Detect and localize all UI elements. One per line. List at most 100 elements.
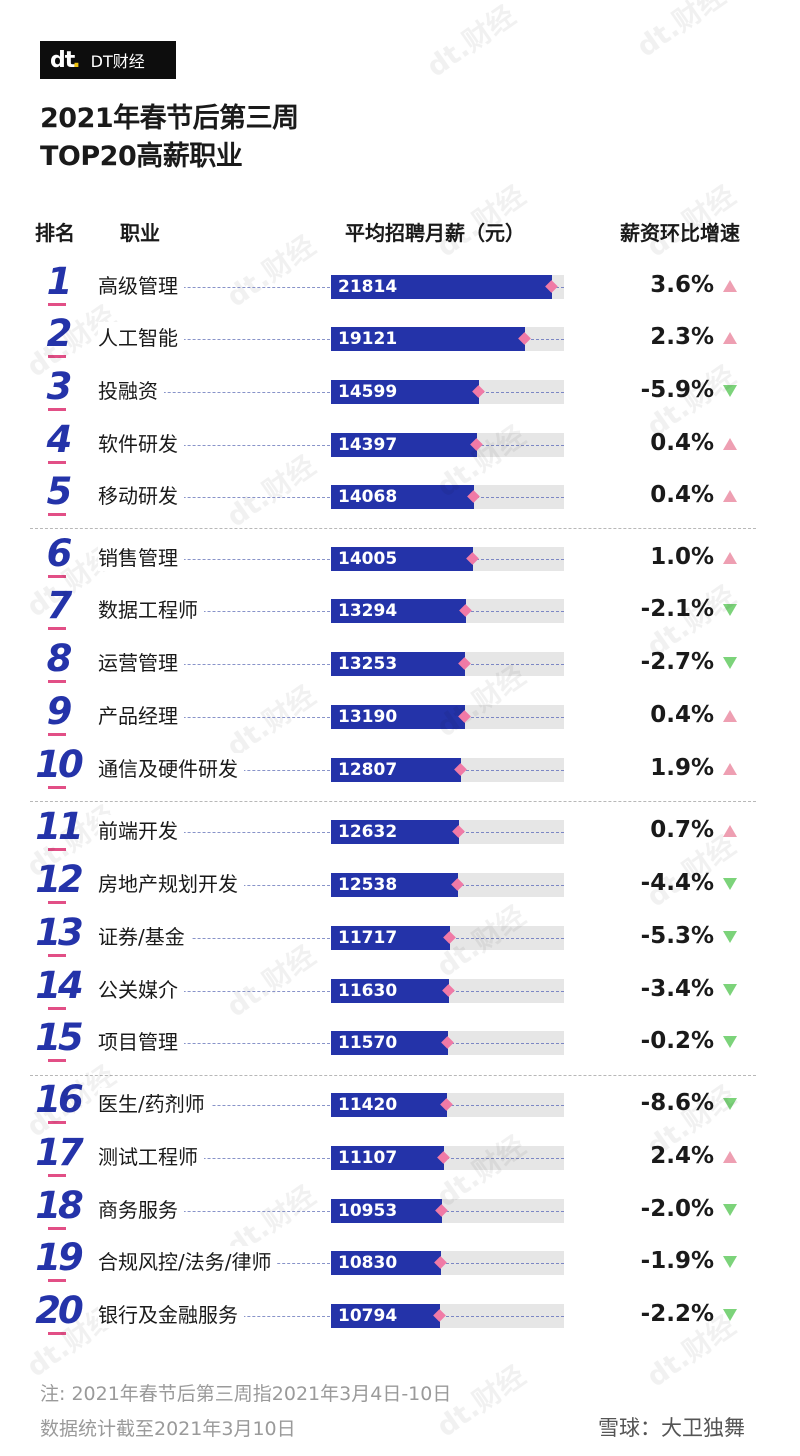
chart-row: 2 人工智能 19121 2.3% [0, 312, 800, 366]
salary-value: 10830 [338, 1253, 398, 1273]
note-line-2: 数据统计截至2021年3月10日 [40, 1418, 296, 1440]
chart-row: 17 测试工程师 11107 2.4% [0, 1131, 800, 1185]
leader-line [98, 497, 330, 498]
job-label: 高级管理 [98, 270, 184, 299]
salary-value: 11570 [338, 1033, 398, 1053]
bar-track-guide [331, 1211, 564, 1212]
job-label: 前端开发 [98, 815, 184, 844]
arrow-up-icon [723, 710, 737, 722]
rank-underline [48, 355, 66, 358]
leader-line [98, 611, 330, 612]
salary-value: 10953 [338, 1201, 398, 1221]
salary-bar [331, 758, 461, 782]
rank-number: 1 [46, 260, 73, 303]
change-percent: 3.6% [650, 272, 714, 298]
arrow-down-icon [723, 984, 737, 996]
change-percent: 0.7% [650, 817, 714, 843]
brand-logo: dt. DT财经 [40, 41, 176, 79]
change-percent: 0.4% [650, 430, 714, 456]
arrow-down-icon [723, 657, 737, 669]
leader-line [98, 717, 330, 718]
salary-bar [331, 485, 474, 509]
rank-underline [48, 303, 66, 306]
salary-bar [331, 873, 458, 897]
rank-underline [48, 1332, 66, 1335]
change-percent: -2.1% [640, 596, 714, 622]
rank-number: 2 [46, 312, 73, 355]
salary-bar [331, 652, 465, 676]
arrow-down-icon [723, 1098, 737, 1110]
leader-line [98, 339, 330, 340]
leader-line [98, 664, 330, 665]
arrow-down-icon [723, 1256, 737, 1268]
chart-row: 5 移动研发 14068 0.4% [0, 470, 800, 524]
job-label: 房地产规划开发 [98, 868, 244, 897]
job-label: 移动研发 [98, 480, 184, 509]
change-percent: 2.3% [650, 324, 714, 350]
salary-bar [331, 275, 552, 299]
brand-dot: . [72, 47, 81, 73]
job-label: 银行及金融服务 [98, 1299, 244, 1328]
salary-value: 13190 [338, 707, 398, 727]
salary-bar [331, 380, 479, 404]
salary-value: 12538 [338, 875, 398, 895]
rank-underline [48, 680, 66, 683]
salary-value: 12807 [338, 760, 398, 780]
salary-value: 14068 [338, 487, 398, 507]
arrow-down-icon [723, 1036, 737, 1048]
arrow-down-icon [723, 385, 737, 397]
salary-bar [331, 1093, 447, 1117]
salary-value: 14599 [338, 382, 398, 402]
arrow-up-icon [723, 552, 737, 564]
salary-bar [331, 705, 465, 729]
salary-value: 13253 [338, 654, 398, 674]
arrow-down-icon [723, 1204, 737, 1216]
rank-underline [48, 954, 66, 957]
salary-value: 10794 [338, 1306, 398, 1326]
chart-row: 14 公关媒介 11630 -3.4% [0, 964, 800, 1018]
change-percent: -4.4% [640, 870, 714, 896]
arrow-up-icon [723, 1151, 737, 1163]
salary-bar [331, 599, 466, 623]
job-label: 合规风控/法务/律师 [98, 1246, 278, 1275]
bar-track-guide [331, 1263, 564, 1264]
job-label: 公关媒介 [98, 974, 184, 1003]
rank-number: 13 [35, 911, 84, 954]
change-percent: -2.0% [640, 1196, 714, 1222]
rank-underline [48, 1279, 66, 1282]
arrow-up-icon [723, 332, 737, 344]
rank-number: 19 [35, 1236, 84, 1279]
job-label: 产品经理 [98, 700, 184, 729]
arrow-down-icon [723, 1309, 737, 1321]
chart-row: 18 商务服务 10953 -2.0% [0, 1184, 800, 1238]
group-separator [30, 528, 756, 529]
job-label: 软件研发 [98, 428, 184, 457]
salary-value: 19121 [338, 329, 398, 349]
salary-bar [331, 547, 473, 571]
leader-line [98, 392, 330, 393]
salary-bar [331, 1251, 441, 1275]
chart-title: 2021年春节后第三周 TOP20高薪职业 [40, 100, 299, 176]
change-percent: -3.4% [640, 976, 714, 1002]
job-label: 项目管理 [98, 1026, 184, 1055]
group-separator [30, 801, 756, 802]
arrow-up-icon [723, 280, 737, 292]
change-percent: -2.2% [640, 1301, 714, 1327]
rank-number: 10 [35, 743, 84, 786]
title-line-1: 2021年春节后第三周 [40, 103, 299, 134]
source-watermark: 雪球：大卫独舞 [598, 1416, 745, 1440]
change-percent: -1.9% [640, 1248, 714, 1274]
salary-value: 11630 [338, 981, 398, 1001]
chart-row: 16 医生/药剂师 11420 -8.6% [0, 1078, 800, 1132]
salary-bar [331, 327, 525, 351]
rank-underline [48, 513, 66, 516]
rank-number: 3 [46, 365, 73, 408]
change-percent: 1.0% [650, 544, 714, 570]
rank-number: 5 [46, 470, 73, 513]
chart-row: 20 银行及金融服务 10794 -2.2% [0, 1289, 800, 1343]
salary-bar [331, 1199, 442, 1223]
rank-underline [48, 408, 66, 411]
salary-bar [331, 1146, 444, 1170]
change-percent: -2.7% [640, 649, 714, 675]
job-label: 销售管理 [98, 542, 184, 571]
